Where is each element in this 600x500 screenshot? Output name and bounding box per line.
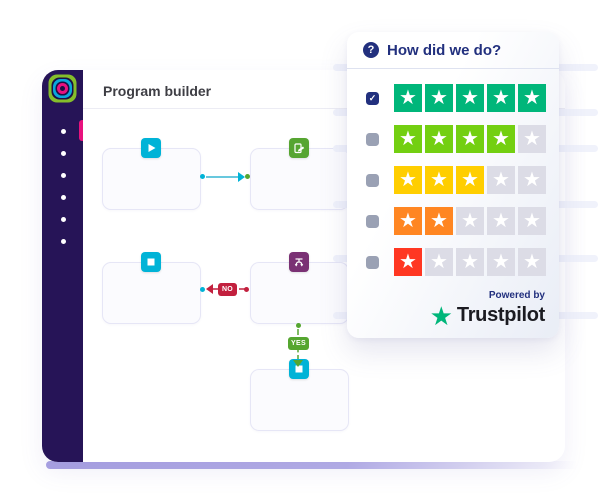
connector-dot[interactable] xyxy=(296,323,301,328)
sidebar-nav-dot[interactable] xyxy=(61,217,66,222)
flow-connector xyxy=(206,176,239,178)
header-divider xyxy=(83,108,565,109)
star-filled-icon[interactable]: ★ xyxy=(425,207,453,235)
survey-rows: ✓ ★ ★ ★ ★ ★ ★ ★ ★ ★ ★ ★ ★ ★ ★ ★ ★ ★ ★ ★ ★ ★ ★ ★ ★ ★ xyxy=(347,69,559,276)
star-filled-icon[interactable]: ★ xyxy=(456,166,484,194)
star-rating-1: ★ ★ ★ ★ ★ xyxy=(394,248,546,276)
rating-checkbox[interactable] xyxy=(366,214,379,228)
star-empty-icon[interactable]: ★ xyxy=(487,248,515,276)
trustpilot-star-icon: ★ xyxy=(429,300,453,331)
survey-row: ✓ ★ ★ ★ ★ ★ xyxy=(366,84,546,112)
connector-dot[interactable] xyxy=(200,287,205,292)
node-wait-2[interactable] xyxy=(250,369,349,431)
sidebar-nav-dot[interactable] xyxy=(61,239,66,244)
sidebar xyxy=(42,70,83,462)
rating-checkbox[interactable] xyxy=(366,132,379,146)
email-edit-icon[interactable] xyxy=(289,138,309,158)
star-rating-2: ★ ★ ★ ★ ★ xyxy=(394,207,546,235)
star-rating-3: ★ ★ ★ ★ ★ xyxy=(394,166,546,194)
star-filled-icon[interactable]: ★ xyxy=(425,125,453,153)
dotdigital-logo-icon[interactable] xyxy=(60,86,65,91)
survey-row: ★ ★ ★ ★ ★ xyxy=(366,166,546,194)
star-empty-icon[interactable]: ★ xyxy=(518,125,546,153)
star-rating-5: ★ ★ ★ ★ ★ xyxy=(394,84,546,112)
no-badge[interactable]: NO xyxy=(218,283,237,296)
arrow-left-icon xyxy=(206,284,213,294)
split-icon[interactable] xyxy=(289,252,309,272)
arrow-down-icon xyxy=(293,360,303,367)
arrow-right-icon xyxy=(238,172,245,182)
star-filled-icon[interactable]: ★ xyxy=(394,166,422,194)
star-empty-icon[interactable]: ★ xyxy=(425,248,453,276)
survey-title: How did we do? xyxy=(387,41,502,59)
help-icon: ? xyxy=(363,42,379,58)
connector-dot[interactable] xyxy=(244,287,249,292)
star-filled-icon[interactable]: ★ xyxy=(425,84,453,112)
survey-footer: Powered by ★ Trustpilot xyxy=(429,290,546,331)
active-nav-indicator xyxy=(79,120,83,141)
star-empty-icon[interactable]: ★ xyxy=(487,207,515,235)
sidebar-nav-dot[interactable] xyxy=(61,151,66,156)
sidebar-nav-dot[interactable] xyxy=(61,173,66,178)
yes-badge[interactable]: YES xyxy=(288,337,309,350)
survey-header: ? How did we do? xyxy=(347,32,559,69)
node-wait[interactable] xyxy=(102,262,201,324)
page-title: Program builder xyxy=(103,83,212,99)
star-filled-icon[interactable]: ★ xyxy=(394,207,422,235)
survey-row: ★ ★ ★ ★ ★ xyxy=(366,207,546,235)
star-filled-icon[interactable]: ★ xyxy=(518,84,546,112)
connector-dot[interactable] xyxy=(245,174,250,179)
star-filled-icon[interactable]: ★ xyxy=(394,84,422,112)
connector-dot[interactable] xyxy=(200,174,205,179)
node-start[interactable] xyxy=(102,148,201,210)
survey-row: ★ ★ ★ ★ ★ xyxy=(366,248,546,276)
trustpilot-logo[interactable]: ★ Trustpilot xyxy=(429,300,546,331)
star-filled-icon[interactable]: ★ xyxy=(394,248,422,276)
star-filled-icon[interactable]: ★ xyxy=(394,125,422,153)
star-filled-icon[interactable]: ★ xyxy=(425,166,453,194)
survey-panel: ? How did we do? ✓ ★ ★ ★ ★ ★ ★ ★ ★ ★ ★ ★ ★ ★ ★ ★ ★ ★ ★ ★ ★ ★ ★… xyxy=(347,32,559,338)
rating-checkbox[interactable] xyxy=(366,173,379,187)
powered-by-label: Powered by xyxy=(488,290,545,301)
star-filled-icon[interactable]: ★ xyxy=(487,84,515,112)
sidebar-nav-dot[interactable] xyxy=(61,129,66,134)
star-empty-icon[interactable]: ★ xyxy=(518,207,546,235)
star-empty-icon[interactable]: ★ xyxy=(487,166,515,194)
star-empty-icon[interactable]: ★ xyxy=(456,207,484,235)
play-icon[interactable] xyxy=(141,138,161,158)
card-shadow xyxy=(46,461,594,469)
sidebar-nav-dot[interactable] xyxy=(61,195,66,200)
star-empty-icon[interactable]: ★ xyxy=(456,248,484,276)
rating-checkbox[interactable] xyxy=(366,255,379,269)
sidebar-nav xyxy=(61,129,66,244)
star-filled-icon[interactable]: ★ xyxy=(456,84,484,112)
trustpilot-wordmark: Trustpilot xyxy=(456,304,545,326)
star-filled-icon[interactable]: ★ xyxy=(456,125,484,153)
survey-row: ★ ★ ★ ★ ★ xyxy=(366,125,546,153)
wait-icon[interactable] xyxy=(141,252,161,272)
rating-checkbox-checked[interactable]: ✓ xyxy=(366,91,379,105)
star-rating-4: ★ ★ ★ ★ ★ xyxy=(394,125,546,153)
star-filled-icon[interactable]: ★ xyxy=(487,125,515,153)
star-empty-icon[interactable]: ★ xyxy=(518,166,546,194)
star-empty-icon[interactable]: ★ xyxy=(518,248,546,276)
